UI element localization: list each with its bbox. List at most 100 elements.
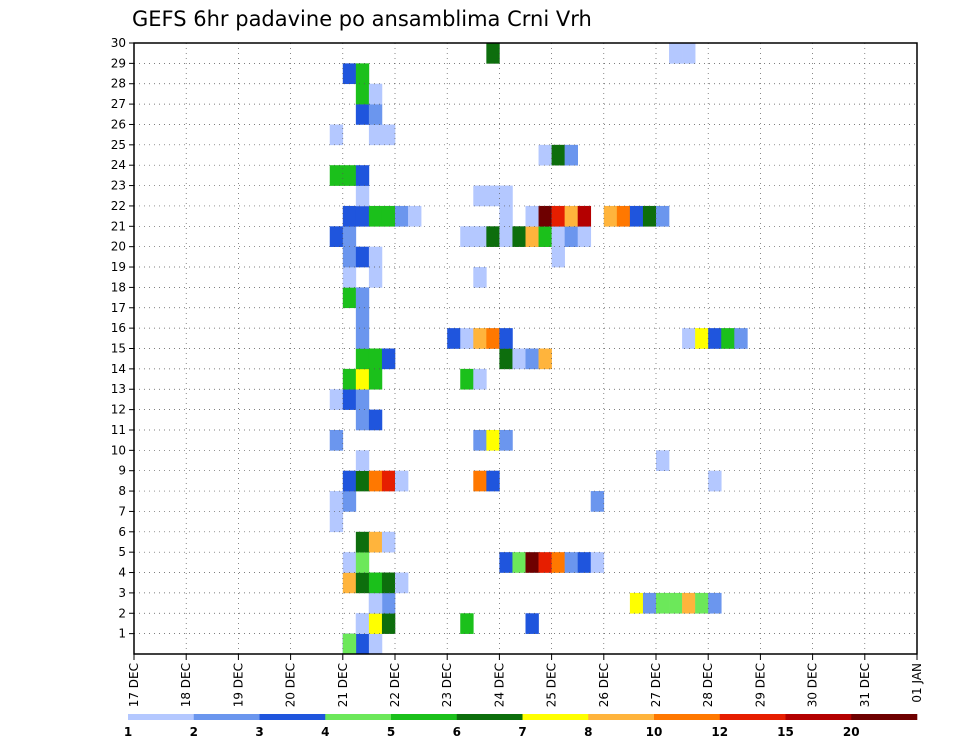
heatmap-cell [329,226,344,247]
heatmap-cell [525,613,539,634]
y-tick-label: 22 [111,199,126,213]
heatmap-cell [656,205,670,227]
y-tick-label: 1 [118,627,126,641]
heatmap-cell [538,348,552,370]
heatmap-cell [629,592,644,614]
heatmap-cell [368,205,383,227]
heatmap-cell [355,572,370,594]
x-tick-label: 27 DEC [649,663,663,707]
heatmap-cell [577,205,592,227]
heatmap-cell [355,63,370,85]
x-tick-label: 21 DEC [336,663,350,707]
y-tick-label: 29 [111,56,126,70]
heatmap-cell [368,267,383,288]
heatmap-cell [499,552,513,573]
y-tick-label: 21 [111,219,126,233]
heatmap-cell [629,205,644,227]
heatmap-cell [368,592,383,614]
heatmap-cell [486,470,500,492]
heatmap-cell [355,368,370,390]
y-tick-label: 15 [111,342,126,356]
x-tick-label: 31 DEC [858,663,872,707]
heatmap-cell [329,165,344,186]
heatmap-cell [669,43,683,64]
heatmap-cell [551,205,565,227]
heatmap-cell [577,226,592,247]
heatmap-cell [355,348,370,370]
colorbar-segment [325,714,392,720]
heatmap-cell [499,205,513,227]
heatmap-cell [473,185,487,207]
heatmap-cell [538,226,552,247]
heatmap-cell [708,470,722,492]
heatmap-cell [342,491,357,512]
x-tick-label: 23 DEC [440,663,454,707]
heatmap-cell [473,328,487,349]
colorbar-segment [128,714,195,720]
heatmap-cell [473,368,487,390]
heatmap-cell [395,205,409,227]
y-tick-label: 12 [111,403,126,417]
y-tick-label: 11 [111,423,126,437]
heatmap-cell [499,348,513,370]
y-tick-label: 25 [111,138,126,152]
colorbar-label: 1 [124,725,132,739]
x-tick-label: 24 DEC [492,663,506,707]
heatmap-cell [381,592,396,614]
heatmap-cell [656,450,670,471]
heatmap-cell [538,144,552,166]
heatmap-cell [381,348,396,370]
heatmap-cell [368,531,383,553]
heatmap-cell [368,246,383,268]
heatmap-cell [721,328,735,349]
x-tick-label: 26 DEC [597,663,611,707]
heatmap-cell [460,613,474,634]
heatmap-cell [486,226,500,247]
heatmap-cell [551,552,565,573]
heatmap-cell [355,104,370,125]
heatmap-cell [525,348,539,370]
y-tick-label: 2 [118,606,126,620]
heatmap-cell [499,328,513,349]
heatmap-cell [564,552,578,573]
colorbar-segment [522,714,589,720]
heatmap-cell [355,389,370,410]
heatmap-cell [512,348,526,370]
heatmap-cell [342,205,357,227]
heatmap-cell [368,104,383,125]
heatmap-cell [460,328,474,349]
heatmap-cell [342,470,357,492]
y-tick-label: 4 [118,566,126,580]
y-tick-label: 9 [118,464,126,478]
colorbar-segment [785,714,852,720]
y-tick-label: 13 [111,382,126,396]
heatmap-cell [395,572,409,594]
heatmap-cell [355,287,370,309]
heatmap-cell [381,124,396,146]
heatmap-cell [473,470,487,492]
x-tick-label: 17 DEC [127,663,141,707]
heatmap-cell [368,368,383,390]
heatmap-cell [355,552,370,573]
colorbar-segment [193,714,260,720]
x-tick-label: 25 DEC [545,663,559,707]
y-tick-label: 28 [111,77,126,91]
heatmap-cell [525,552,539,573]
heatmap-cell [342,572,357,594]
heatmap-cell [525,205,539,227]
heatmap-cell [355,470,370,492]
heatmap-cell [669,592,683,614]
heatmap-cell [708,592,722,614]
heatmap-cell [342,165,357,186]
y-tick-label: 7 [118,504,126,518]
heatmap-cell [734,328,748,349]
y-tick-label: 20 [111,240,126,254]
x-tick-label: 18 DEC [179,663,193,707]
heatmap-cell [355,633,370,655]
colorbar-segment [654,714,721,720]
heatmap-cell [342,63,357,85]
heatmap-cell [564,226,578,247]
colorbar-label: 4 [321,725,329,739]
y-tick-label: 14 [111,362,126,376]
colorbar-segment [719,714,786,720]
